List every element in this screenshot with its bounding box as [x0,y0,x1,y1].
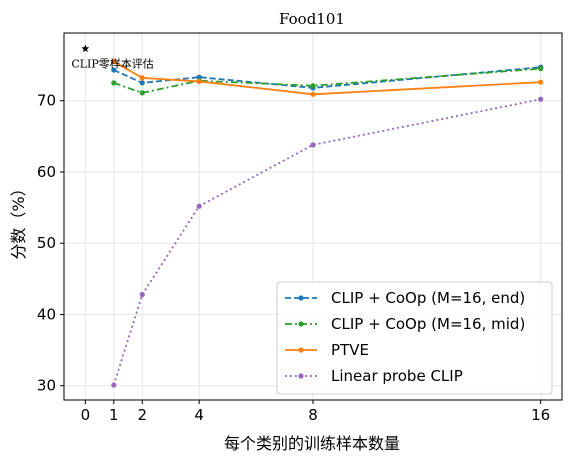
data-point [196,203,202,209]
data-point [310,83,316,89]
series-layer [111,58,544,388]
x-tick-label: 0 [81,406,91,424]
x-tick-label: 2 [137,406,147,424]
data-point [196,74,202,80]
legend-label: PTVE [331,341,369,359]
data-point [111,80,117,86]
data-point [111,382,117,388]
annotation: CLIP零样本评估 [71,44,154,71]
annotation-label: CLIP零样本评估 [71,57,153,71]
legend-box [276,281,553,395]
data-point [111,67,117,73]
series-line [113,60,541,96]
series-line [113,67,541,94]
series-linear-probe-clip [111,96,544,388]
series-ptve [111,58,544,97]
legend-label: CLIP + CoOp (M=16, end) [331,289,525,307]
legend-item: CLIP + CoOp (M=16, end) [285,289,525,307]
data-point [538,79,544,85]
x-tick-label: 8 [308,406,318,424]
data-point [196,78,202,85]
y-tick-label: 70 [37,92,56,110]
legend-item: Linear probe CLIP [285,367,463,385]
data-point [139,80,145,86]
data-point [111,58,117,65]
y-tick-label: 50 [37,234,56,252]
y-tick-label: 30 [37,377,56,395]
chart-title: Food101 [279,10,345,28]
x-axis-title: 每个类别的训练样本数量 [224,434,400,453]
axis-ticks: 0 1 2 4 8 16 30 40 50 60 70 [37,92,550,424]
data-point [538,66,544,72]
legend: CLIP + CoOp (M=16, end) CLIP + CoOp (M=16… [276,281,553,395]
y-tick-label: 40 [37,305,56,323]
legend-label: Linear probe CLIP [331,367,463,385]
legend-marker [298,295,304,301]
x-tick-label: 1 [109,406,119,424]
y-tick-label: 60 [37,163,56,181]
series-line [113,66,541,89]
data-point [538,96,544,102]
data-point [139,90,145,96]
legend-marker [298,347,304,353]
y-axis-title: 分数（%） [9,180,28,259]
data-point [310,91,316,97]
x-tick-label: 16 [531,406,550,424]
legend-label: CLIP + CoOp (M=16, mid) [331,315,525,333]
legend-marker [298,321,304,327]
data-point [139,291,145,298]
data-point [310,142,316,148]
x-tick-label: 4 [194,406,204,424]
legend-item: PTVE [285,341,369,359]
data-point [139,75,145,81]
series-line [112,98,541,386]
star-marker-icon [81,44,90,53]
legend-item: CLIP + CoOp (M=16, mid) [285,315,525,333]
legend-marker [298,373,304,379]
